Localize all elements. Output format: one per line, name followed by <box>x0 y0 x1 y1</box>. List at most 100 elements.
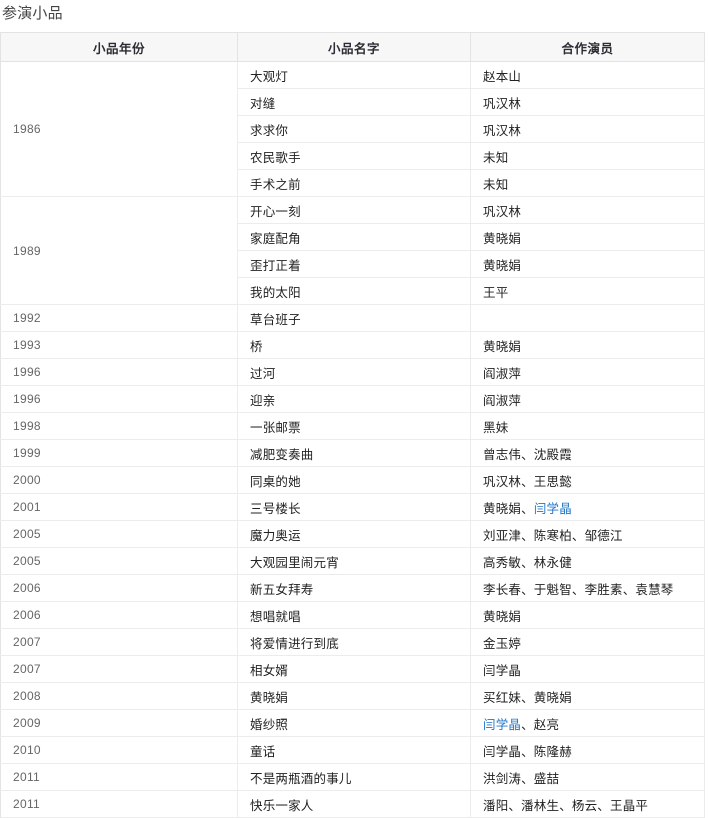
cell-cast: 巩汉林、王思懿 <box>470 466 705 494</box>
cast-text: 赵本山 <box>483 69 522 84</box>
cell-skit-name: 三号楼长 <box>237 493 471 521</box>
cast-text: 黄晓娟 <box>483 339 522 354</box>
cell-year: 1986 <box>0 61 238 197</box>
cell-skit-name: 桥 <box>237 331 471 359</box>
table-row: 2006 想唱就唱 黄晓娟 <box>0 601 705 629</box>
cell-year: 2005 <box>0 520 238 548</box>
cell-year: 2008 <box>0 682 238 710</box>
cell-year: 1996 <box>0 358 238 386</box>
table-row: 2006 新五女拜寿 李长春、于魁智、李胜素、袁慧琴 <box>0 574 705 602</box>
table-row: 对缝 巩汉林 <box>1 88 705 116</box>
cast-text: 闫学晶 <box>483 663 522 678</box>
table-row: 2011 快乐一家人 潘阳、潘林生、杨云、王晶平 <box>0 790 705 818</box>
cell-year: 2007 <box>0 655 238 683</box>
cell-skit-name: 童话 <box>237 736 471 764</box>
cell-skit-name: 歪打正着 <box>237 250 471 278</box>
cell-skit-name: 我的太阳 <box>237 277 471 305</box>
cell-skit-name: 家庭配角 <box>237 223 471 251</box>
cell-skit-name: 减肥变奏曲 <box>237 439 471 467</box>
table-header-row: 小品年份 小品名字 合作演员 <box>0 32 705 62</box>
column-header-cast: 合作演员 <box>470 32 705 62</box>
cast-text: 潘阳、潘林生、杨云、王晶平 <box>483 798 649 813</box>
cell-year: 2001 <box>0 493 238 521</box>
cast-text: 高秀敏、林永健 <box>483 555 572 570</box>
table-row: 1992 草台班子 <box>0 304 705 332</box>
cell-cast: 洪剑涛、盛喆 <box>470 763 705 791</box>
cast-text: 黄晓娟 <box>483 231 522 246</box>
table-row: 2007 相女婿 闫学晶 <box>0 655 705 683</box>
cell-cast: 金玉婷 <box>470 628 705 656</box>
cell-cast: 买红妹、黄晓娟 <box>470 682 705 710</box>
cell-skit-name: 农民歌手 <box>237 142 471 170</box>
cell-cast: 巩汉林 <box>470 88 705 116</box>
cell-year: 2007 <box>0 628 238 656</box>
cast-text: 洪剑涛、盛喆 <box>483 771 560 786</box>
cast-text: 闫学晶、陈隆赫 <box>483 744 572 759</box>
cast-text: 黄晓娟 <box>483 258 522 273</box>
page-title: 参演小品 <box>2 5 63 22</box>
cast-text: 巩汉林 <box>483 204 522 219</box>
cell-skit-name: 求求你 <box>237 115 471 143</box>
table-row: 农民歌手 未知 <box>1 142 705 170</box>
cast-text: 、赵亮 <box>521 717 560 732</box>
cell-year: 1993 <box>0 331 238 359</box>
cast-text: 王平 <box>483 285 509 300</box>
cell-skit-name: 大观园里闹元宵 <box>237 547 471 575</box>
cell-year: 2009 <box>0 709 238 737</box>
cast-text: 刘亚津、陈寒柏、邹德江 <box>483 528 623 543</box>
cell-year: 2005 <box>0 547 238 575</box>
cast-text: 黑妹 <box>483 420 509 435</box>
cell-cast: 未知 <box>470 142 705 170</box>
cell-cast: 刘亚津、陈寒柏、邹德江 <box>470 520 705 548</box>
cell-cast: 阎淑萍 <box>470 358 705 386</box>
cell-year: 2011 <box>0 763 238 791</box>
table-row: 1998 一张邮票 黑妹 <box>0 412 705 440</box>
table-row: 1993 桥黄晓娟 <box>0 331 705 359</box>
cell-cast: 高秀敏、林永健 <box>470 547 705 575</box>
cell-cast: 闫学晶 <box>470 655 705 683</box>
cell-cast: 潘阳、潘林生、杨云、王晶平 <box>470 790 705 818</box>
cell-cast: 王平 <box>470 277 705 305</box>
cell-skit-name: 黄晓娟 <box>237 682 471 710</box>
cast-text: 黄晓娟 <box>483 609 522 624</box>
table-row: 2008 黄晓娟 买红妹、黄晓娟 <box>0 682 705 710</box>
cell-year: 1992 <box>0 304 238 332</box>
cell-cast: 黄晓娟 <box>470 223 705 251</box>
skits-table-container: 小品年份 小品名字 合作演员 1986 大观灯 赵本山 对缝 巩汉林 求求你 巩汉林 农民歌手… <box>0 32 708 818</box>
cast-link[interactable]: 闫学晶 <box>533 501 572 516</box>
table-row: 歪打正着 黄晓娟 <box>1 250 705 278</box>
table-row: 我的太阳 王平 <box>1 277 705 305</box>
cast-text: 金玉婷 <box>483 636 522 651</box>
cell-year: 2000 <box>0 466 238 494</box>
cast-text: 未知 <box>483 177 509 192</box>
cell-cast: 李长春、于魁智、李胜素、袁慧琴 <box>470 574 705 602</box>
column-header-name: 小品名字 <box>237 32 471 62</box>
table-row: 2010 童话 闫学晶、陈隆赫 <box>0 736 705 764</box>
cast-text: 买红妹、黄晓娟 <box>483 690 572 705</box>
cast-link[interactable]: 闫学晶 <box>483 717 522 732</box>
cast-text: 巩汉林、王思懿 <box>483 474 572 489</box>
table-row: 1996 迎亲 阎淑萍 <box>0 385 705 413</box>
cell-skit-name: 将爱情进行到底 <box>237 628 471 656</box>
cell-cast: 闫学晶、陈隆赫 <box>470 736 705 764</box>
cell-cast: 闫学晶、赵亮 <box>470 709 705 737</box>
cell-skit-name: 想唱就唱 <box>237 601 471 629</box>
cell-skit-name: 不是两瓶酒的事儿 <box>237 763 471 791</box>
cell-cast: 黄晓娟、闫学晶 <box>470 493 705 521</box>
cell-year: 2010 <box>0 736 238 764</box>
cell-skit-name: 一张邮票 <box>237 412 471 440</box>
cell-cast: 未知 <box>470 169 705 197</box>
cell-cast: 赵本山 <box>470 61 705 89</box>
cell-cast: 巩汉林 <box>470 196 705 224</box>
cell-skit-name: 迎亲 <box>237 385 471 413</box>
cell-cast: 黄晓娟 <box>470 331 705 359</box>
cell-year: 1999 <box>0 439 238 467</box>
skits-table: 小品年份 小品名字 合作演员 1986 大观灯 赵本山 对缝 巩汉林 求求你 巩汉林 农民歌手… <box>0 32 705 818</box>
cell-skit-name: 大观灯 <box>237 61 471 89</box>
table-header: 小品年份 小品名字 合作演员 <box>0 32 705 62</box>
table-row: 家庭配角 黄晓娟 <box>1 223 705 251</box>
cell-year: 2011 <box>0 790 238 818</box>
table-row: 求求你 巩汉林 <box>1 115 705 143</box>
column-header-year: 小品年份 <box>0 32 238 62</box>
cast-text: 黄晓娟、 <box>483 501 534 516</box>
